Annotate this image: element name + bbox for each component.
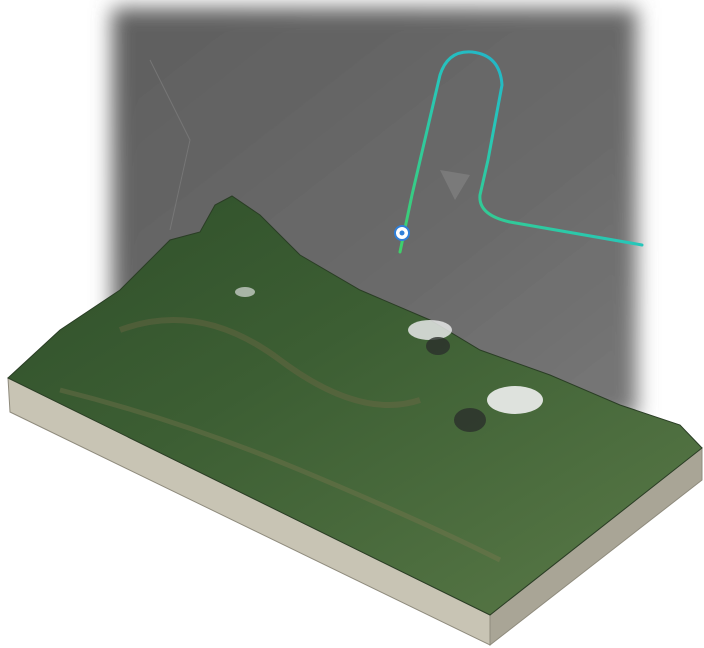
cloud [408, 320, 452, 340]
cloud-shadow [426, 337, 450, 355]
position-marker-dot [399, 230, 405, 236]
terrain-detail [118, 317, 421, 408]
flight-path [398, 50, 644, 254]
terrain-detail [59, 387, 502, 563]
map-feature [440, 170, 470, 200]
cloud [235, 287, 255, 297]
cloud-shadow [454, 408, 486, 432]
map-feature [149, 59, 191, 231]
cloud [487, 386, 543, 414]
terrain-surface [7, 195, 703, 616]
